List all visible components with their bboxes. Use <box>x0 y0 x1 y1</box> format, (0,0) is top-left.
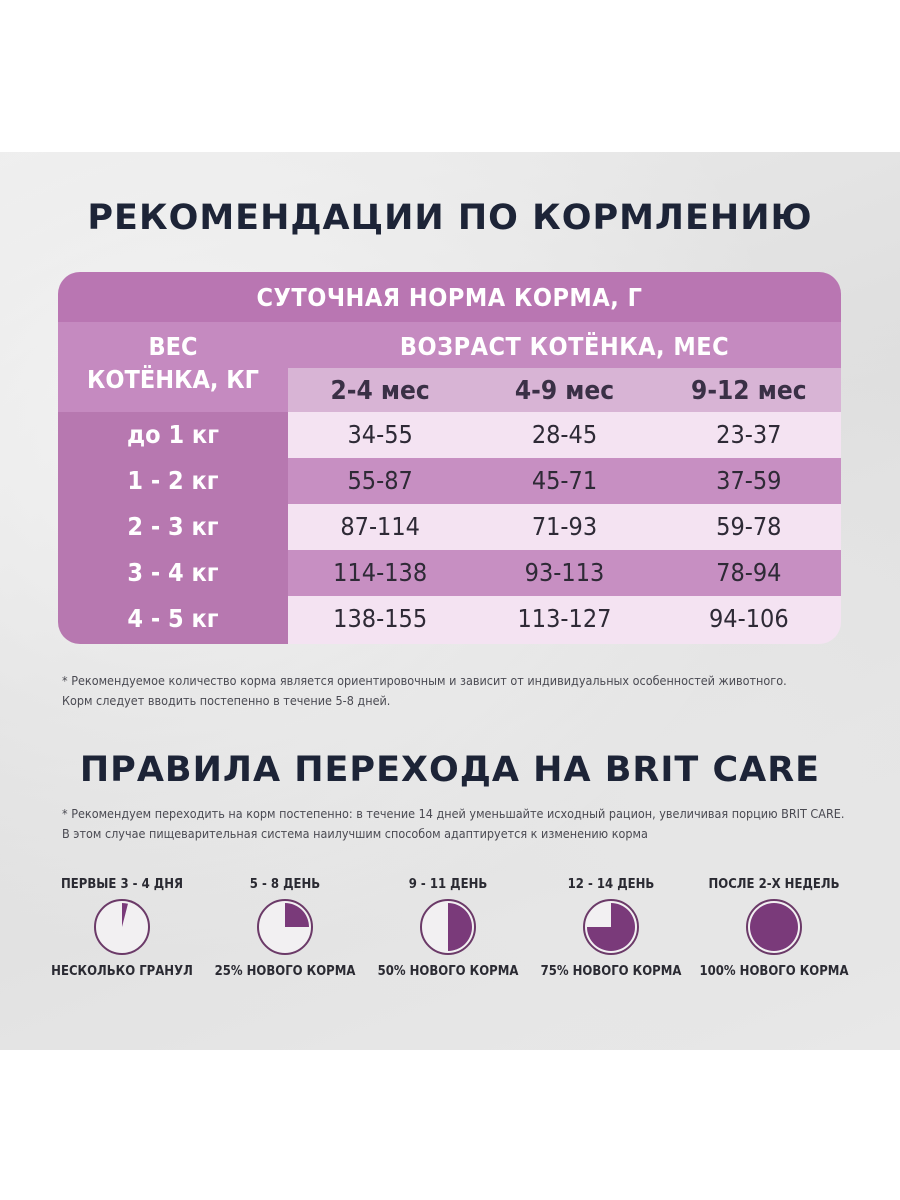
step-period: 5 - 8 ДЕНЬ <box>249 877 321 892</box>
step-label: НЕСКОЛЬКО ГРАНУЛ <box>51 964 193 979</box>
value-cell: 93-113 <box>524 558 605 587</box>
table-row: 3 - 4 кг 114-138 93-113 78-94 <box>58 550 841 596</box>
feeding-note-line1: * Рекомендуемое количество корма являетс… <box>62 673 787 688</box>
transition-note-line1: * Рекомендуем переходить на корм постепе… <box>62 806 845 821</box>
weight-header: ВЕС КОТЁНКА, КГ <box>58 322 288 412</box>
value-cell: 87-114 <box>340 512 420 541</box>
value-cell: 113-127 <box>517 604 612 633</box>
transition-step: 5 - 8 ДЕНЬ 25% НОВОГО КОРМА <box>203 874 367 982</box>
transition-steps: ПЕРВЫЕ 3 - 4 ДНЯ НЕСКОЛЬКО ГРАНУЛ 5 - 8 … <box>40 874 860 984</box>
step-label: 75% НОВОГО КОРМА <box>540 964 682 979</box>
step-period: 9 - 11 ДЕНЬ <box>408 877 488 892</box>
weight-cell: 3 - 4 кг <box>127 558 219 587</box>
table-row: до 1 кг 34-55 28-45 23-37 <box>58 412 841 458</box>
feeding-note: * Рекомендуемое количество корма являетс… <box>62 671 852 711</box>
pie-portion <box>750 903 798 951</box>
transition-note: * Рекомендуем переходить на корм постепе… <box>62 804 852 844</box>
pie-portion <box>448 903 472 951</box>
value-cell: 138-155 <box>333 604 428 633</box>
value-cell: 94-106 <box>708 604 789 633</box>
value-cell: 59-78 <box>716 512 782 541</box>
age-header: ВОЗРАСТ КОТЁНКА, МЕС <box>288 322 841 368</box>
transition-step: 9 - 11 ДЕНЬ 50% НОВОГО КОРМА <box>366 874 530 982</box>
step-period: ПЕРВЫЕ 3 - 4 ДНЯ <box>61 877 183 892</box>
table-row: 1 - 2 кг 55-87 45-71 37-59 <box>58 458 841 504</box>
weight-header-line2: КОТЁНКА, КГ <box>87 365 259 394</box>
transition-title: ПРАВИЛА ПЕРЕХОДА НА BRIT CARE <box>79 750 821 790</box>
step-label: 25% НОВОГО КОРМА <box>214 964 356 979</box>
step-period: 12 - 14 ДЕНЬ <box>567 877 655 892</box>
age-columns: 2-4 мес 4-9 мес 9-12 мес <box>288 368 841 412</box>
table-caption: СУТОЧНАЯ НОРМА КОРМА, Г <box>58 272 841 322</box>
portion-pie-icon <box>746 899 802 955</box>
age-column-header: 4-9 мес <box>514 376 615 406</box>
value-cell: 45-71 <box>531 466 598 495</box>
pie-portion <box>285 903 309 927</box>
portion-pie-icon <box>257 899 313 955</box>
value-cell: 23-37 <box>716 420 782 449</box>
transition-step: ПОСЛЕ 2-Х НЕДЕЛЬ 100% НОВОГО КОРМА <box>692 874 856 982</box>
table-row: 4 - 5 кг 138-155 113-127 94-106 <box>58 596 841 644</box>
portion-pie-icon <box>420 899 476 955</box>
value-cell: 71-93 <box>531 512 598 541</box>
value-cell: 28-45 <box>531 420 598 449</box>
feeding-table: СУТОЧНАЯ НОРМА КОРМА, Г ВЕС КОТЁНКА, КГ … <box>58 272 841 644</box>
value-cell: 37-59 <box>716 466 782 495</box>
feeding-title: РЕКОМЕНДАЦИИ ПО КОРМЛЕНИЮ <box>87 198 813 238</box>
step-label: 50% НОВОГО КОРМА <box>377 964 519 979</box>
weight-cell: до 1 кг <box>127 420 219 449</box>
pie-portion <box>122 903 128 927</box>
age-column-header: 2-4 мес <box>330 376 430 406</box>
age-column-header: 9-12 мес <box>691 376 807 406</box>
portion-pie-icon <box>94 899 150 955</box>
transition-step: ПЕРВЫЕ 3 - 4 ДНЯ НЕСКОЛЬКО ГРАНУЛ <box>40 874 204 982</box>
weight-header-line1: ВЕС <box>148 332 198 361</box>
value-cell: 55-87 <box>347 466 413 495</box>
value-cell: 34-55 <box>347 420 413 449</box>
step-period: ПОСЛЕ 2-Х НЕДЕЛЬ <box>708 877 840 892</box>
portion-pie-icon <box>583 899 639 955</box>
step-label: 100% НОВОГО КОРМА <box>699 964 849 979</box>
value-cell: 114-138 <box>333 558 428 587</box>
transition-note-line2: В этом случае пищеварительная система на… <box>62 826 648 841</box>
pie-portion <box>587 903 635 951</box>
transition-step: 12 - 14 ДЕНЬ 75% НОВОГО КОРМА <box>529 874 693 982</box>
weight-cell: 2 - 3 кг <box>127 512 219 541</box>
feeding-note-line2: Корм следует вводить постепенно в течени… <box>62 693 391 708</box>
weight-cell: 1 - 2 кг <box>127 466 219 495</box>
weight-cell: 4 - 5 кг <box>127 604 219 633</box>
table-row: 2 - 3 кг 87-114 71-93 59-78 <box>58 504 841 550</box>
value-cell: 78-94 <box>716 558 782 587</box>
